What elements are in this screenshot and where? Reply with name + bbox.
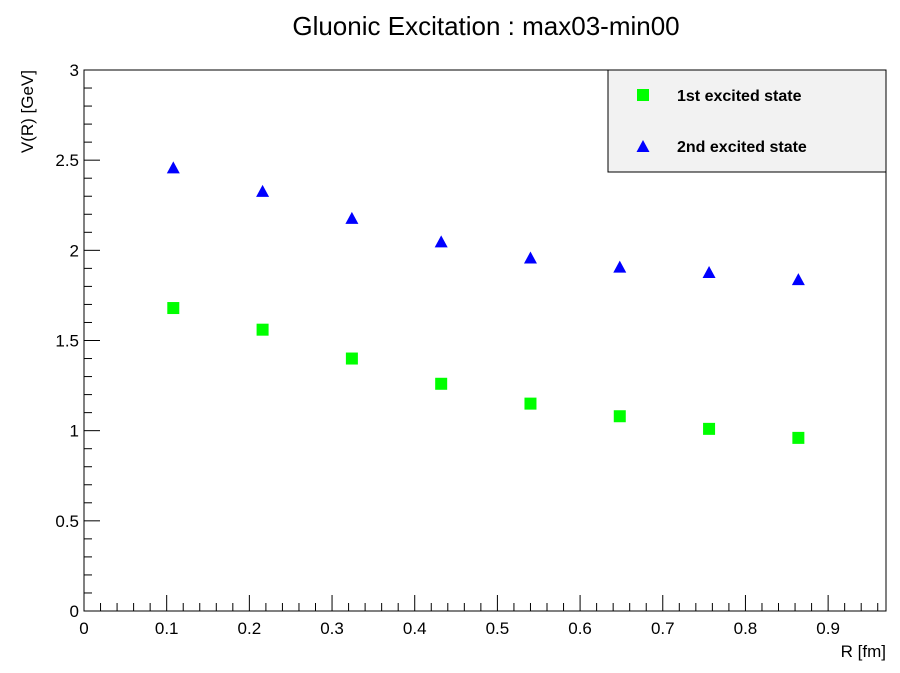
legend-box xyxy=(607,69,887,173)
y-tick-label: 0.5 xyxy=(55,512,79,531)
x-tick-label: 0.1 xyxy=(155,619,179,638)
legend-label: 2nd excited state xyxy=(677,139,807,156)
series-2-point xyxy=(613,260,627,273)
series-2-point xyxy=(523,251,537,264)
data-markers xyxy=(166,161,805,444)
y-tick-label: 1.5 xyxy=(55,332,79,351)
x-tick-label: 0.2 xyxy=(238,619,262,638)
legend: 1st excited state 2nd excited state xyxy=(607,69,887,173)
x-tick-label: 0 xyxy=(79,619,88,638)
x-tick-label: 0.4 xyxy=(403,619,427,638)
y-tick-label: 1 xyxy=(70,422,79,441)
series-2-point xyxy=(345,211,359,224)
x-tick-label: 0.3 xyxy=(320,619,344,638)
y-tick-label: 0 xyxy=(70,602,79,621)
series-1-point xyxy=(435,377,448,390)
legend-label: 1st excited state xyxy=(677,88,802,105)
series-2-point xyxy=(702,265,716,278)
series-1-point xyxy=(703,422,716,435)
series-2-point xyxy=(256,184,270,197)
x-tick-label: 0.8 xyxy=(734,619,758,638)
series-1-point xyxy=(167,302,180,315)
series-2-point xyxy=(434,235,448,248)
axis-ticks xyxy=(83,69,879,612)
tick-labels: 0 0.1 0.2 0.3 0.4 0.5 0.6 0.7 0.8 0.9 0 0.5 1 1.5 2 2.5… xyxy=(55,61,840,638)
x-axis-label: R [fm] xyxy=(841,642,886,661)
legend-marker xyxy=(637,89,649,101)
x-tick-label: 0.7 xyxy=(651,619,675,638)
y-tick-label: 3 xyxy=(70,61,79,80)
chart-title: Gluonic Excitation : max03-min00 xyxy=(292,11,679,41)
y-tick-label: 2.5 xyxy=(55,151,79,170)
series-1-point xyxy=(792,431,805,444)
series-1-point xyxy=(345,352,358,365)
series-1-point xyxy=(613,410,626,423)
x-tick-label: 0.6 xyxy=(568,619,592,638)
series-1-point xyxy=(524,397,537,410)
x-tick-label: 0.5 xyxy=(486,619,510,638)
y-tick-label: 2 xyxy=(70,241,79,260)
x-tick-label: 0.9 xyxy=(816,619,840,638)
series-2-point xyxy=(166,161,180,174)
series-2-point xyxy=(791,273,805,286)
series-1-point xyxy=(256,323,269,336)
legend-marker xyxy=(636,140,650,152)
y-axis-label: V(R) [GeV] xyxy=(18,70,37,153)
